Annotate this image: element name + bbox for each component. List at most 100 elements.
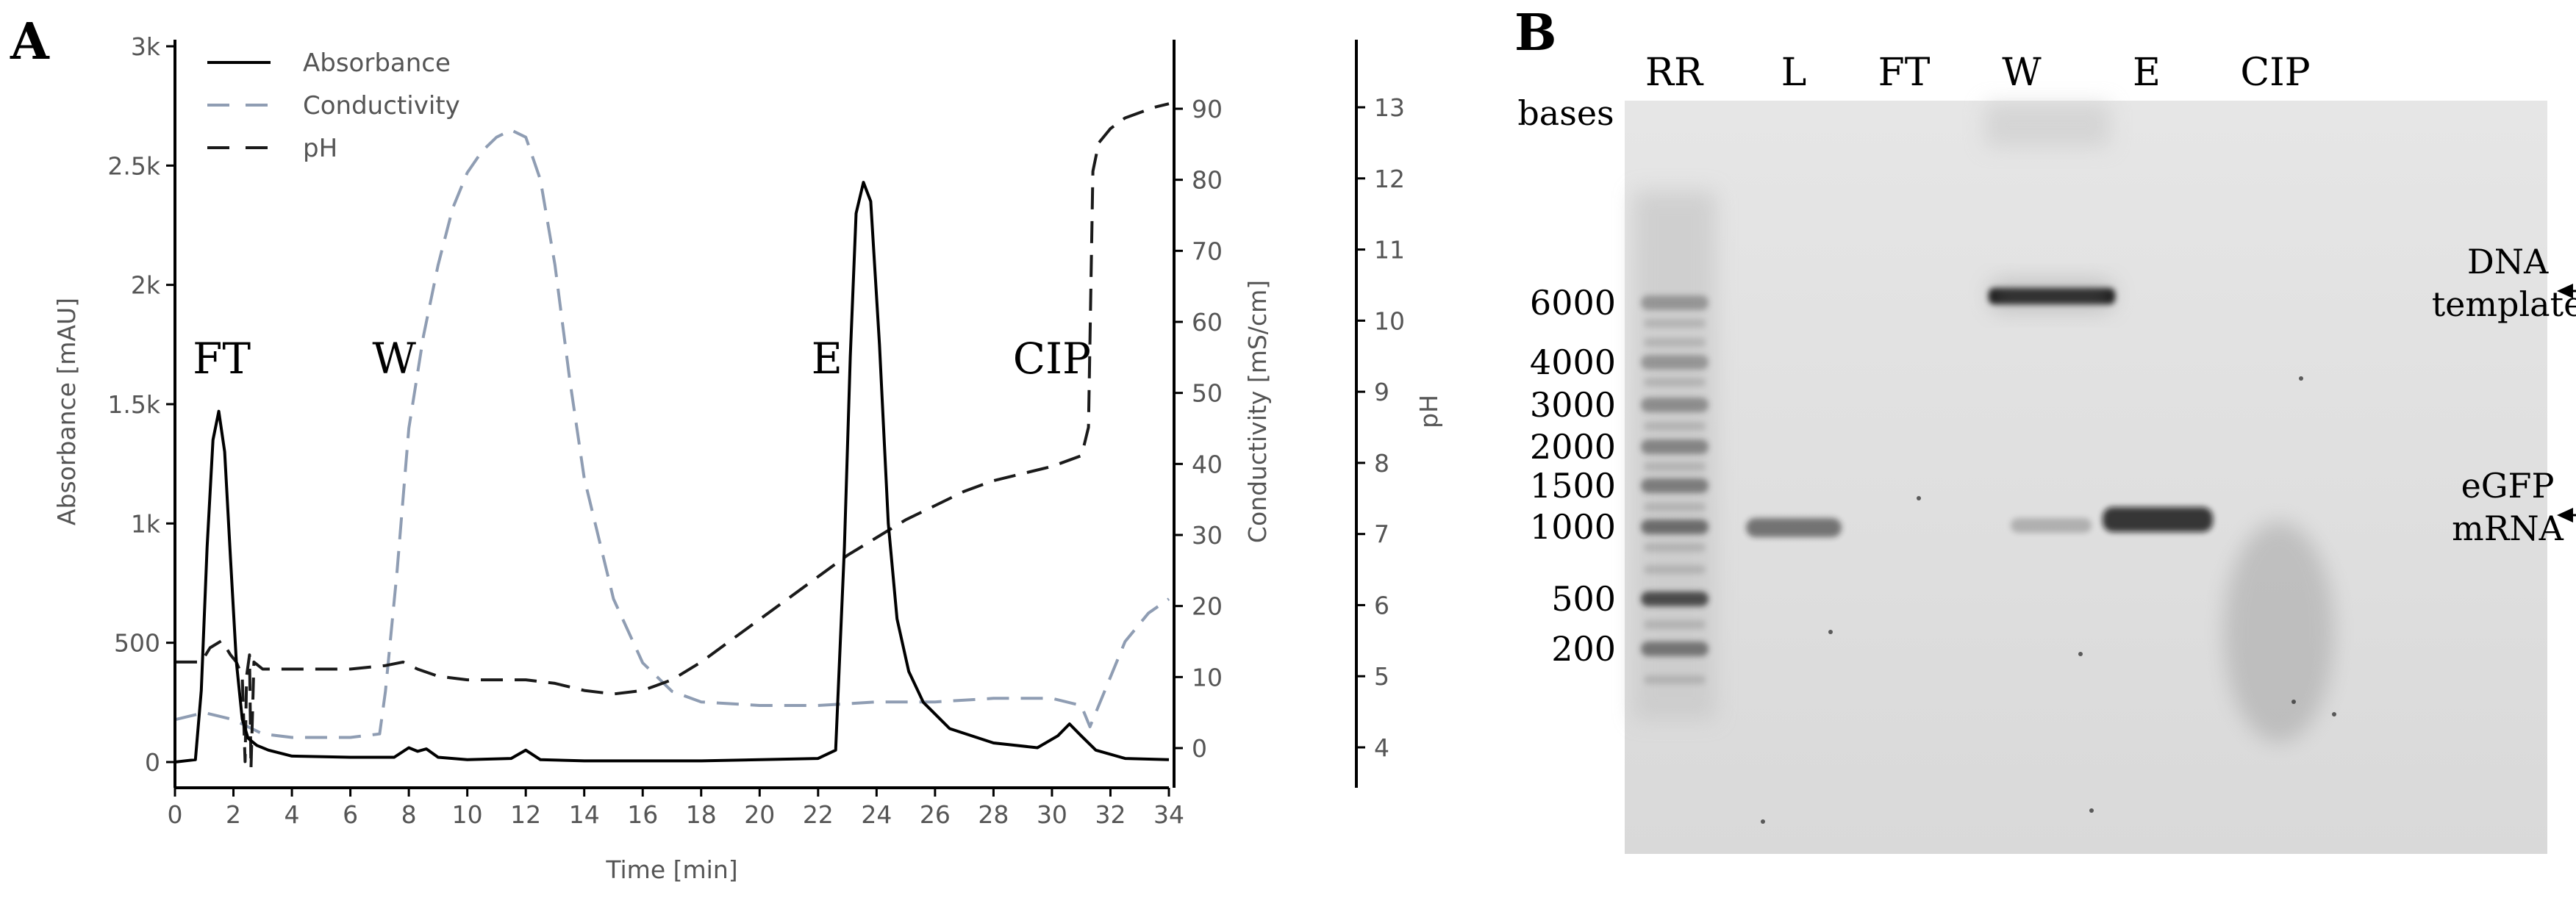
x-tick-label: 32 (1095, 800, 1126, 829)
conductivity-tick-label: 20 (1192, 592, 1223, 621)
ladder-faint-band (1644, 462, 1706, 471)
band-CIP-smear (2224, 522, 2334, 742)
x-tick-label: 0 (168, 800, 183, 829)
size-axis-label: bases (1517, 93, 1614, 133)
x-tick-label: 6 (343, 800, 358, 829)
lane-label-w: W (2002, 51, 2042, 95)
conductivity-tick-label: 0 (1192, 734, 1207, 763)
ladder-faint-band (1644, 319, 1706, 328)
peak-annotations: FT W E CIP (193, 334, 1091, 384)
gel-speck (2078, 652, 2083, 656)
x-tick-label: 26 (920, 800, 951, 829)
ladder-band (1641, 295, 1709, 310)
x-tick-label: 4 (285, 800, 300, 829)
ladder-size-1500: 1500 (1530, 466, 1616, 506)
ladder-band (1641, 642, 1709, 656)
absorbance-tick-label: 500 (114, 629, 160, 658)
ladder-faint-band (1644, 620, 1706, 629)
gel-speck (1828, 630, 1833, 634)
absorbance-series-line (174, 181, 1170, 764)
annotation-arrow-head (2557, 284, 2573, 298)
absorbance-axis-title: Absorbance [mAU] (52, 298, 81, 525)
ph-tick-label: 8 (1374, 449, 1389, 478)
legend-label-ph: pH (303, 134, 337, 163)
gel-speck (2291, 700, 2296, 704)
conductivity-tick-label: 10 (1192, 663, 1223, 692)
plot-area (174, 102, 1170, 770)
lane-label-l: L (1781, 51, 1807, 95)
ph-tick-label: 13 (1374, 93, 1405, 122)
ladder-faint-band (1644, 338, 1706, 347)
ladder-band (1641, 398, 1709, 412)
panel-a-letter: A (10, 12, 50, 71)
x-tick-label: 24 (861, 800, 892, 829)
legend: Absorbance Conductivity pH (207, 49, 460, 163)
ladder-band (1641, 520, 1709, 534)
x-tick-label: 18 (686, 800, 717, 829)
x-tick-label: 16 (627, 800, 658, 829)
absorbance-tick-label: 1k (131, 509, 161, 538)
absorbance-tick-label: 3k (131, 32, 161, 61)
legend-label-conductivity: Conductivity (303, 91, 460, 121)
x-tick-label: 34 (1153, 800, 1184, 829)
ph-tick-label: 9 (1374, 378, 1389, 406)
annotation-arrow-head (2557, 508, 2573, 522)
x-tick-label: 22 (803, 800, 834, 829)
x-tick-label: 2 (226, 800, 241, 829)
conductivity-series-line (174, 129, 1170, 739)
ladder-band (1641, 592, 1709, 606)
band-W-mrna-faint (2011, 518, 2092, 533)
x-tick-label: 12 (510, 800, 541, 829)
x-tick-label: 30 (1037, 800, 1067, 829)
ladder-faint-band (1644, 543, 1706, 552)
legend-label-absorbance: Absorbance (303, 49, 451, 78)
conductivity-tick-label: 80 (1192, 166, 1223, 195)
ph-tick-label: 4 (1374, 733, 1389, 762)
ladder-band (1641, 355, 1709, 370)
ladder-size-200: 200 (1551, 629, 1616, 669)
panel-b-letter: B (1514, 4, 1556, 62)
ph-tick-label: 12 (1374, 165, 1405, 193)
ph-axis-title: pH (1414, 395, 1443, 428)
band-L-mrna (1746, 518, 1842, 537)
ph-tick-label: 7 (1374, 520, 1389, 549)
ph-series-line (175, 102, 1170, 770)
ladder-faint-band (1644, 675, 1706, 684)
peak-label-cip: CIP (1013, 334, 1091, 384)
ladder-smear (1634, 191, 1716, 720)
conductivity-tick-label: 40 (1192, 450, 1223, 478)
x-axis-title: Time [min] (605, 855, 737, 884)
gel-speck (2332, 712, 2336, 716)
gel-speck (1761, 819, 1765, 824)
x-tick-label: 20 (744, 800, 775, 829)
annotation-text: mRNA (2452, 509, 2564, 548)
conductivity-axis-title: Conductivity [mS/cm] (1243, 280, 1272, 543)
absorbance-tick-label: 2.5k (107, 151, 160, 180)
ph-tick-label: 10 (1374, 306, 1405, 335)
ladder-size-6000: 6000 (1530, 283, 1616, 323)
annotation-text: eGFP (2461, 466, 2555, 506)
x-tick-label: 28 (978, 800, 1009, 829)
ladder-faint-band (1644, 503, 1706, 511)
lane-label-cip: CIP (2240, 51, 2310, 95)
peak-label-ft: FT (193, 334, 251, 384)
ladder-size-500: 500 (1551, 579, 1616, 619)
gel-speck (1917, 496, 1921, 500)
gel-speck (2089, 808, 2094, 813)
gel-speck (2299, 376, 2303, 381)
ladder-band (1641, 439, 1709, 454)
x-tick-label: 10 (452, 800, 483, 829)
annotation-text: DNA (2467, 242, 2549, 281)
ladder-faint-band (1644, 378, 1706, 387)
lane-label-rr: RR (1645, 51, 1704, 95)
ladder-size-3000: 3000 (1530, 385, 1616, 425)
conductivity-tick-label: 60 (1192, 308, 1223, 337)
conductivity-tick-label: 90 (1192, 95, 1223, 123)
annotation-text: template (2432, 284, 2576, 324)
ladder-band (1641, 478, 1709, 493)
band-E-mrna (2103, 507, 2213, 532)
ph-tick-label: 5 (1374, 662, 1389, 691)
